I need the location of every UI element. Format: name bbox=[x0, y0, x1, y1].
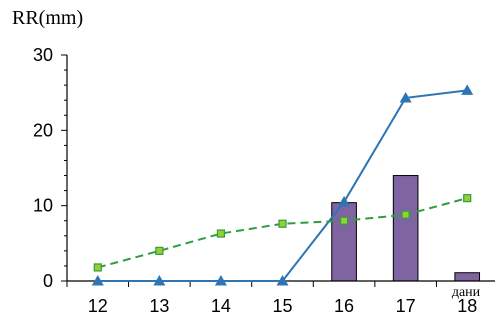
square-point bbox=[93, 263, 102, 272]
y-axis-label: RR(mm) bbox=[12, 7, 83, 29]
tick-labels: 0 10 20 30 12 13 14 15 16 17 18 bbox=[33, 45, 477, 316]
y-tick-label: 20 bbox=[33, 120, 53, 140]
x-tick-label: 12 bbox=[88, 296, 108, 316]
triangle-point bbox=[214, 275, 227, 286]
triangle-point bbox=[153, 275, 166, 286]
triangle-point bbox=[461, 84, 474, 95]
axes bbox=[61, 54, 495, 287]
triangle-point bbox=[338, 195, 351, 207]
x-tick-label: 17 bbox=[396, 296, 416, 316]
y-tick-label: 0 bbox=[43, 271, 53, 291]
x-axis-label: дани bbox=[452, 285, 481, 300]
x-tick-label: 18 bbox=[457, 296, 477, 316]
x-tick-label: 15 bbox=[272, 296, 292, 316]
bar bbox=[392, 175, 419, 282]
y-tick-label: 30 bbox=[33, 45, 53, 65]
square-point bbox=[463, 194, 472, 203]
x-tick-label: 13 bbox=[149, 296, 169, 316]
triangle-point bbox=[399, 91, 412, 103]
x-tick-label: 16 bbox=[334, 296, 354, 316]
bar bbox=[454, 272, 481, 282]
y-tick-label: 10 bbox=[33, 196, 53, 216]
square-point bbox=[339, 216, 349, 225]
x-tick-label: 14 bbox=[211, 296, 231, 316]
triangle-point bbox=[276, 275, 289, 286]
bar-series bbox=[331, 175, 481, 282]
triangle-point bbox=[91, 275, 104, 286]
line-series bbox=[91, 84, 474, 286]
square-point bbox=[155, 246, 164, 255]
square-point bbox=[216, 229, 226, 238]
square-point bbox=[401, 210, 410, 219]
square-point bbox=[278, 219, 287, 228]
